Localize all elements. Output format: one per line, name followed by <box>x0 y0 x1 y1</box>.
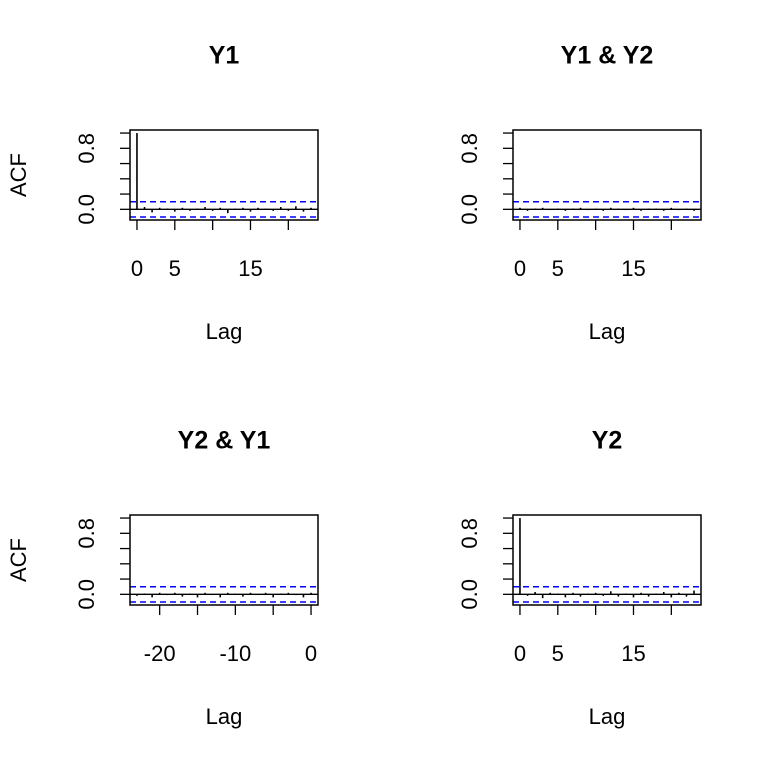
x-tick-label: -10 <box>219 641 251 666</box>
y-tick-label: 0.8 <box>457 518 482 549</box>
x-tick-label: 15 <box>621 641 645 666</box>
x-tick-label: 0 <box>305 641 317 666</box>
x-axis-label: Lag <box>589 319 626 344</box>
panel-title: Y2 <box>592 427 623 455</box>
y-axis-label: ACF <box>6 153 31 197</box>
x-tick-label: 5 <box>552 256 564 281</box>
y-tick-label: 0.0 <box>457 194 482 225</box>
y-tick-label: 0.0 <box>74 579 99 610</box>
x-tick-label: 5 <box>552 641 564 666</box>
plot-box <box>512 129 702 221</box>
x-tick-label: -20 <box>144 641 176 666</box>
plot-box <box>129 129 319 221</box>
x-tick-label: 15 <box>238 256 262 281</box>
plot-box <box>512 514 702 606</box>
panel-title: Y1 & Y2 <box>561 42 654 70</box>
y-tick-label: 0.8 <box>74 518 99 549</box>
y-tick-label: 0.0 <box>74 194 99 225</box>
panel-title: Y2 & Y1 <box>178 427 271 455</box>
y-tick-label: 0.8 <box>457 133 482 164</box>
x-axis-label: Lag <box>206 704 243 729</box>
y-tick-label: 0.8 <box>74 133 99 164</box>
panel-title: Y1 <box>209 42 240 70</box>
x-tick-label: 15 <box>621 256 645 281</box>
x-tick-label: 0 <box>131 256 143 281</box>
x-tick-label: 0 <box>514 256 526 281</box>
y-tick-label: 0.0 <box>457 579 482 610</box>
y-axis-label: ACF <box>6 538 31 582</box>
x-tick-label: 0 <box>514 641 526 666</box>
x-tick-label: 5 <box>169 256 181 281</box>
x-axis-label: Lag <box>206 319 243 344</box>
plot-box <box>129 514 319 606</box>
x-axis-label: Lag <box>589 704 626 729</box>
